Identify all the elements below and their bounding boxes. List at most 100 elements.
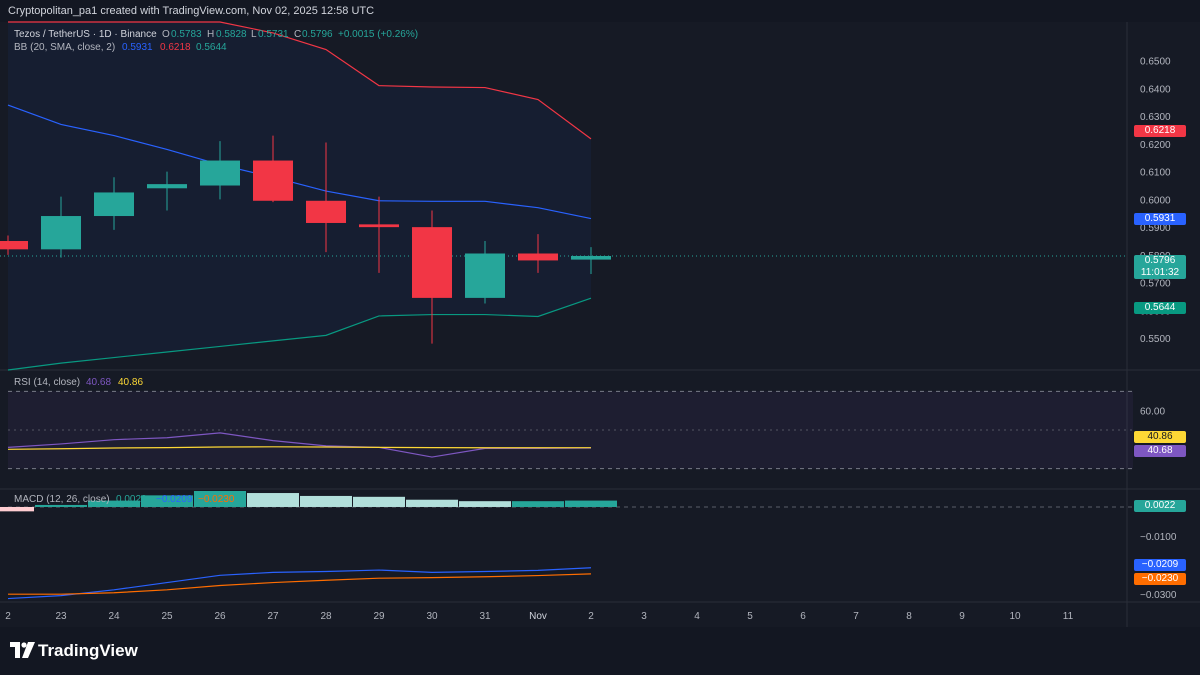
- macd-signal-value: −0.0230: [198, 494, 235, 505]
- price-tick-label: 0.6500: [1140, 57, 1171, 68]
- symbol-label: Tezos / TetherUS · 1D · Binance: [14, 29, 157, 40]
- footer-bar: [0, 627, 1200, 675]
- candle-body: [306, 200, 346, 223]
- time-axis-label: 31: [479, 611, 491, 622]
- last-price-tag: 0.5796: [1134, 255, 1186, 267]
- time-axis-label: 23: [55, 611, 67, 622]
- price-tick-label: 0.6200: [1140, 140, 1171, 151]
- time-axis-label: 25: [161, 611, 173, 622]
- rsi-tick-label: 60.00: [1140, 407, 1165, 418]
- tradingview-wordmark: TradingView: [38, 641, 138, 660]
- open-value: 0.5783: [171, 29, 202, 40]
- price-tick-label: 0.6100: [1140, 168, 1171, 179]
- macd-tick-label: −0.0100: [1140, 532, 1177, 543]
- macd-histogram-bar: [459, 501, 511, 507]
- tradingview-logo-icon[interactable]: [10, 642, 36, 658]
- time-axis-label: 7: [853, 611, 859, 622]
- macd-tag: −0.0209: [1134, 559, 1186, 571]
- candle-body: [0, 241, 28, 250]
- candle-body: [200, 160, 240, 186]
- rsi-ma-value: 40.86: [118, 377, 144, 388]
- bb-mid-tag: 0.5931: [1134, 213, 1186, 225]
- high-label: H: [207, 29, 215, 40]
- chart-caption: Cryptopolitan_pa1 created with TradingVi…: [8, 5, 375, 17]
- macd-histogram-bar: [0, 506, 34, 512]
- price-tick-label: 0.6400: [1140, 84, 1171, 95]
- candle-body: [94, 192, 134, 217]
- bb-upper-value: 0.6218: [160, 42, 191, 53]
- low-label: L: [251, 29, 257, 40]
- macd-histogram-bar: [88, 500, 140, 507]
- candle-body: [518, 253, 558, 261]
- time-axis-label: 10: [1009, 611, 1021, 622]
- macd-line: [7, 567, 592, 600]
- open-label: O: [162, 29, 170, 40]
- time-axis-label: 2: [5, 611, 11, 622]
- low-value: 0.5731: [258, 29, 289, 40]
- time-axis-label: 8: [906, 611, 912, 622]
- time-axis-label: 9: [959, 611, 965, 622]
- candle-body: [571, 255, 611, 260]
- macd-signal-line: [8, 573, 592, 595]
- price-tick-label: 0.5900: [1140, 223, 1171, 234]
- time-axis-label: 2: [588, 611, 594, 622]
- time-axis-label: 24: [108, 611, 120, 622]
- rsi-value: 40.68: [86, 377, 112, 388]
- rsi-ma-line: [7, 446, 592, 450]
- macd-hist-value: 0.0022: [116, 494, 147, 505]
- macd-histogram-bar: [406, 499, 458, 507]
- bb-label: BB (20, SMA, close, 2): [14, 42, 116, 53]
- macd-histogram-bar: [565, 500, 617, 507]
- candle-body: [41, 216, 81, 250]
- time-axis-label: 6: [800, 611, 806, 622]
- macd-hist-tag: 0.0022: [1134, 500, 1186, 512]
- countdown-tag: 11:01:32: [1134, 267, 1186, 279]
- time-axis-label: 27: [267, 611, 279, 622]
- macd-histogram-bar: [194, 491, 246, 507]
- macd-label: MACD (12, 26, close): [14, 494, 110, 505]
- macd-histogram-bar: [35, 504, 87, 507]
- macd-histogram-bar: [247, 493, 299, 507]
- time-axis-label: 5: [747, 611, 753, 622]
- time-axis-label: 4: [694, 611, 700, 622]
- price-tick-label: 0.5700: [1140, 279, 1171, 290]
- time-axis-label: Nov: [529, 611, 547, 622]
- bb-upper-tag: 0.6218: [1134, 125, 1186, 137]
- time-axis-label: 11: [1063, 611, 1074, 622]
- bb-lower-line: [7, 297, 592, 371]
- bb-lower-tag: 0.5644: [1134, 302, 1186, 314]
- bb-middle-line: [7, 104, 592, 220]
- close-label: C: [294, 29, 302, 40]
- time-axis-label: 3: [641, 611, 647, 622]
- time-axis-label: 29: [373, 611, 385, 622]
- candle-body: [359, 224, 399, 228]
- candle-body: [412, 227, 452, 298]
- rsi-tag: 40.68: [1134, 445, 1186, 457]
- close-value: 0.5796: [302, 29, 333, 40]
- macd-histogram-bar: [512, 501, 564, 507]
- macd-histogram-bar: [300, 495, 352, 507]
- rsi-label: RSI (14, close): [14, 377, 81, 388]
- high-value: 0.5828: [216, 29, 247, 40]
- candle-body: [147, 184, 187, 189]
- rsi-ma-tag: 40.86: [1134, 431, 1186, 443]
- macd-signal-tag: −0.0230: [1134, 573, 1186, 585]
- price-tick-label: 0.6000: [1140, 195, 1171, 206]
- bb-upper-line: [8, 21, 592, 140]
- macd-value: −0.0209: [156, 494, 193, 505]
- macd-tick-label: −0.0300: [1140, 590, 1177, 601]
- price-tick-label: 0.6300: [1140, 112, 1171, 123]
- header-bar: Cryptopolitan_pa1 created with TradingVi…: [0, 0, 1200, 22]
- bb-lower-value: 0.5644: [196, 42, 227, 53]
- time-axis-label: 30: [426, 611, 438, 622]
- time-axis-label: 26: [214, 611, 226, 622]
- change-value: +0.0015 (+0.26%): [338, 29, 419, 40]
- candle-body: [465, 253, 505, 298]
- candle-body: [253, 160, 293, 201]
- time-axis-label: 28: [320, 611, 332, 622]
- chart-frame[interactable]: [0, 22, 1200, 627]
- macd-histogram-bar: [353, 496, 405, 507]
- macd-histogram-bar: [141, 495, 193, 507]
- price-tick-label: 0.5500: [1140, 334, 1171, 345]
